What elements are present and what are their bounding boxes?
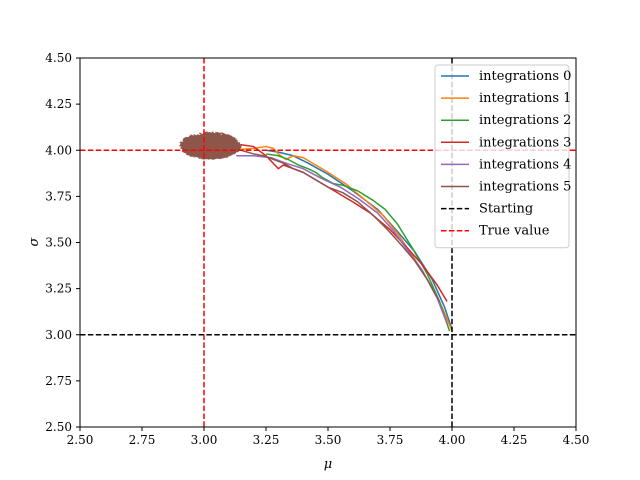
legend-label: integrations 0 <box>479 69 571 84</box>
y-tick-label: 4.00 <box>45 143 72 157</box>
x-tick-label: 4.25 <box>501 433 528 447</box>
y-tick-label: 3.75 <box>45 189 72 203</box>
y-tick-label: 4.25 <box>45 97 72 111</box>
series-line-integrations-5 <box>240 149 441 302</box>
x-tick-label: 3.75 <box>377 433 404 447</box>
legend-label: Starting <box>479 202 533 217</box>
y-tick-label: 2.50 <box>45 420 72 434</box>
y-tick-label: 4.50 <box>45 51 72 65</box>
x-tick-label: 3.50 <box>315 433 342 447</box>
x-axis-label: μ <box>324 457 332 472</box>
x-tick-label: 3.00 <box>191 433 218 447</box>
y-tick-label: 3.00 <box>45 328 72 342</box>
y-axis-label: σ <box>27 236 42 246</box>
series-line-integrations-4 <box>236 155 448 324</box>
y-tick-label: 3.25 <box>45 282 72 296</box>
y-tick-label: 2.75 <box>45 374 72 388</box>
x-tick-label: 3.25 <box>253 433 280 447</box>
legend-label: integrations 5 <box>479 180 571 195</box>
y-tick-label: 3.50 <box>45 236 72 250</box>
series-line-integrations-2 <box>265 153 451 332</box>
legend-label: integrations 3 <box>479 135 571 150</box>
x-tick-label: 2.50 <box>67 433 94 447</box>
legend-label: integrations 4 <box>479 157 571 172</box>
series-cluster-integrations-5 <box>179 131 242 160</box>
legend-label: True value <box>479 224 550 239</box>
legend-label: integrations 1 <box>479 91 571 106</box>
legend-box <box>434 64 570 249</box>
x-tick-label: 4.50 <box>563 433 590 447</box>
x-axis-ticks: 2.50 2.75 3.00 3.25 3.50 3.75 4.00 4.25 4.50 <box>67 427 590 447</box>
legend-label: integrations 2 <box>479 113 571 128</box>
x-tick-label: 4.00 <box>439 433 466 447</box>
y-axis-ticks: 2.50 2.75 3.00 3.25 3.50 3.75 4.00 4.25 4.50 <box>45 51 80 434</box>
legend: integrations 0 integrations 1 integrations… <box>434 64 571 249</box>
x-tick-label: 2.75 <box>129 433 156 447</box>
